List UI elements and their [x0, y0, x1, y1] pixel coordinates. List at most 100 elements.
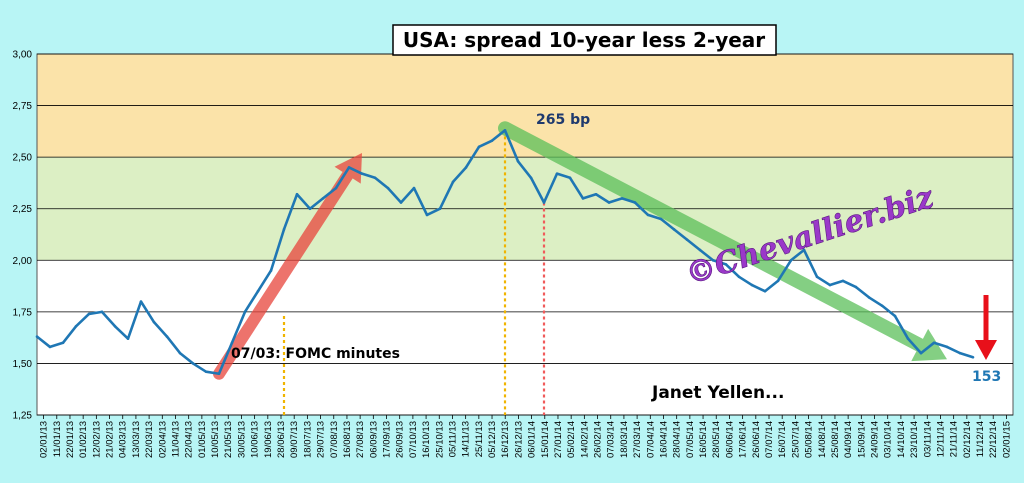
data-point — [35, 335, 39, 338]
data-point — [815, 275, 819, 279]
band-2 — [37, 260, 1013, 415]
x-tick-label: 25/10/13 — [434, 421, 445, 458]
y-tick-label: 1,25 — [13, 411, 33, 422]
fomc-label: 07/03: FOMC minutes — [231, 346, 400, 362]
x-tick-label: 14/08/14 — [817, 421, 828, 458]
data-point — [61, 341, 65, 345]
x-tick-label: 07/10/13 — [408, 421, 419, 458]
title-box: USA: spread 10-year less 2-year — [392, 24, 777, 56]
data-point — [256, 289, 260, 293]
x-tick-label: 24/09/14 — [870, 421, 881, 458]
data-point — [867, 296, 871, 299]
data-point — [308, 207, 312, 211]
data-point — [724, 263, 728, 266]
x-tick-label: 12/02/13 — [91, 421, 102, 458]
data-point — [828, 283, 832, 287]
x-tick-label: 05/12/13 — [487, 421, 498, 458]
series-lines — [35, 129, 975, 376]
x-tick-label: 14/11/13 — [461, 421, 472, 457]
data-point — [269, 269, 273, 272]
data-point — [620, 197, 624, 200]
x-tick-label: 17/09/13 — [382, 421, 393, 458]
x-tick-label: 07/04/14 — [645, 421, 656, 458]
x-tick-label: 27/01/14 — [553, 421, 564, 458]
data-point — [919, 351, 923, 355]
data-point — [594, 192, 598, 196]
x-tick-label: 11/04/13 — [170, 421, 181, 457]
x-tick-label: 01/02/13 — [78, 421, 89, 458]
data-point — [477, 145, 481, 149]
data-point — [347, 166, 351, 169]
x-tick-label: 02/01/13 — [39, 421, 50, 458]
event-lines — [282, 130, 546, 415]
data-point — [48, 345, 52, 349]
x-tick-label: 05/02/14 — [566, 421, 577, 458]
x-tick-label: 10/05/13 — [210, 421, 221, 458]
x-tick-label: 22/01/13 — [65, 421, 76, 458]
x-tick-label: 06/01/14 — [527, 421, 538, 458]
y-tick-label: 2,50 — [13, 153, 33, 164]
x-tick-label: 27/08/13 — [355, 421, 366, 458]
data-point — [880, 304, 884, 307]
x-tick-label: 04/09/14 — [843, 421, 854, 458]
x-tick-label: 28/06/13 — [276, 421, 287, 458]
y-tick-label: 1,50 — [13, 359, 33, 370]
x-tick-label: 15/01/14 — [540, 421, 551, 458]
data-point — [243, 310, 247, 314]
x-tick-label: 26/02/14 — [593, 421, 604, 458]
data-point — [321, 197, 325, 200]
y-tick-label: 3,00 — [13, 50, 33, 61]
data-point — [464, 166, 468, 169]
x-tick-label: 29/07/13 — [316, 421, 327, 458]
x-tick-label: 15/09/14 — [856, 421, 867, 458]
x-tick-label: 16/12/13 — [500, 421, 511, 458]
x-tick-label: 05/08/14 — [804, 421, 815, 458]
data-point — [685, 238, 689, 241]
y-axis-ticks: 1,25 1,50 1,75 2,00 2,25 2,50 2,75 3,00 — [13, 50, 33, 422]
x-tick-label: 16/08/13 — [342, 421, 353, 458]
x-tick-label: 26/09/13 — [395, 421, 406, 458]
x-tick-label: 07/07/14 — [764, 421, 775, 458]
x-tick-label: 12/11/14 — [935, 421, 946, 457]
data-point — [152, 320, 156, 324]
data-point — [204, 370, 208, 373]
x-tick-label: 26/06/14 — [751, 421, 762, 458]
data-point — [568, 176, 572, 180]
data-point — [412, 186, 416, 190]
data-point — [529, 176, 533, 180]
x-tick-label: 22/04/13 — [184, 421, 195, 458]
x-tick-label: 26/12/13 — [513, 421, 524, 458]
x-tick-label: 06/09/13 — [368, 421, 379, 458]
x-tick-label: 02/12/14 — [962, 421, 973, 458]
data-point — [503, 129, 507, 132]
data-point — [802, 248, 806, 252]
x-tick-label: 17/06/14 — [738, 421, 749, 458]
x-tick-label: 07/08/13 — [329, 421, 340, 458]
data-point — [386, 186, 390, 190]
data-point — [932, 341, 936, 345]
data-point — [906, 337, 910, 340]
x-tick-label: 25/08/14 — [830, 421, 841, 458]
x-tick-label: 16/10/13 — [421, 421, 432, 458]
data-point — [295, 192, 299, 196]
data-point — [451, 180, 455, 184]
data-point — [425, 213, 429, 217]
data-point — [841, 279, 845, 283]
x-tick-label: 21/05/13 — [223, 421, 234, 458]
x-tick-label: 27/03/14 — [632, 421, 643, 458]
data-point — [74, 324, 78, 328]
x-tick-label: 28/05/14 — [711, 421, 722, 458]
data-point — [100, 310, 104, 314]
x-tick-label: 10/06/13 — [250, 421, 261, 458]
data-point — [893, 314, 897, 318]
data-point — [178, 351, 182, 355]
data-point — [334, 186, 338, 190]
x-tick-label: 21/11/14 — [949, 421, 960, 457]
data-point — [373, 176, 377, 180]
x-tick-label: 11/01/13 — [52, 421, 63, 457]
chart-title: USA: spread 10-year less 2-year — [403, 28, 765, 52]
x-axis-ticks: 02/01/13 11/01/13 22/01/13 01/02/13 12/02/13… — [39, 415, 1012, 458]
data-point — [607, 201, 611, 204]
data-point — [672, 228, 676, 231]
